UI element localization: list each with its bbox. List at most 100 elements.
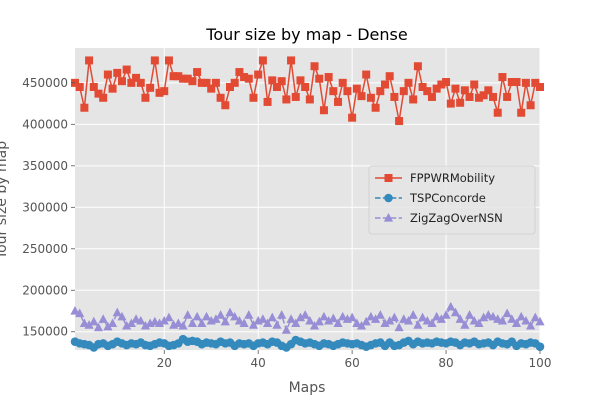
data-point-zigzagovernsn (281, 325, 291, 334)
data-point-tspconcorde (535, 342, 545, 351)
data-point-zigzagovernsn (366, 311, 376, 321)
data-point-zigzagovernsn (385, 315, 395, 325)
data-point-fppwrmobility (301, 82, 310, 91)
data-point-fppwrmobility (99, 93, 108, 102)
data-point-zigzagovernsn (164, 312, 174, 322)
data-point-fppwrmobility (117, 77, 126, 86)
x-axis-ticks: 20 40 60 80 100 (157, 350, 551, 370)
data-point-fppwrmobility (531, 78, 540, 87)
data-point-fppwrmobility (315, 74, 324, 83)
data-point-fppwrmobility (146, 83, 155, 92)
series-line-fppwrmobility (74, 60, 541, 122)
data-point-fppwrmobility (235, 68, 244, 77)
data-point-zigzagovernsn (286, 314, 296, 323)
data-point-zigzagovernsn (136, 315, 146, 325)
legend-entry-zigzagovernsn: ZigZagOverNSN (375, 211, 503, 225)
data-point-zigzagovernsn (413, 320, 423, 329)
data-point-fppwrmobility (287, 56, 296, 65)
data-point-fppwrmobility (94, 89, 103, 98)
data-point-zigzagovernsn (122, 320, 132, 330)
data-point-zigzagovernsn (183, 310, 193, 319)
data-point-fppwrmobility (409, 95, 418, 104)
data-point-fppwrmobility (489, 92, 498, 101)
data-point-zigzagovernsn (305, 315, 315, 325)
data-point-fppwrmobility (498, 73, 507, 82)
y-tick-label: 200000 (22, 283, 68, 297)
data-point-fppwrmobility (164, 56, 173, 65)
data-point-zigzagovernsn (436, 314, 446, 323)
data-point-zigzagovernsn (107, 318, 118, 328)
data-point-zigzagovernsn (450, 307, 461, 317)
data-point-zigzagovernsn (511, 318, 522, 328)
data-point-fppwrmobility (507, 78, 516, 87)
data-point-fppwrmobility (371, 103, 380, 112)
data-point-fppwrmobility (343, 87, 352, 96)
data-point-zigzagovernsn (375, 310, 385, 319)
data-point-zigzagovernsn (352, 318, 362, 328)
y-tick-label: 350000 (22, 159, 68, 173)
data-point-fppwrmobility (207, 84, 216, 93)
series-zigzagovernsn (70, 301, 545, 334)
data-point-fppwrmobility (136, 78, 145, 87)
x-tick-label: 40 (251, 356, 266, 370)
data-point-fppwrmobility (310, 62, 319, 71)
data-point-fppwrmobility (268, 76, 277, 85)
data-point-zigzagovernsn (258, 314, 268, 323)
data-point-zigzagovernsn (408, 310, 418, 319)
data-point-zigzagovernsn (361, 316, 371, 326)
data-point-fppwrmobility (390, 92, 399, 101)
data-point-fppwrmobility (193, 68, 202, 77)
legend-label: TSPConcorde (409, 191, 486, 205)
data-point-zigzagovernsn (333, 318, 343, 328)
data-point-fppwrmobility (202, 78, 211, 87)
data-point-zigzagovernsn (460, 320, 470, 329)
data-point-zigzagovernsn (474, 318, 484, 328)
data-point-fppwrmobility (305, 95, 314, 104)
data-point-fppwrmobility (174, 72, 183, 81)
data-point-zigzagovernsn (347, 312, 357, 322)
data-point-fppwrmobility (517, 108, 526, 117)
data-point-zigzagovernsn (140, 320, 151, 330)
data-point-zigzagovernsn (103, 321, 113, 331)
data-point-fppwrmobility (127, 78, 136, 87)
data-point-zigzagovernsn (300, 310, 310, 319)
data-point-zigzagovernsn (432, 311, 442, 321)
data-point-zigzagovernsn (192, 311, 202, 321)
data-point-zigzagovernsn (502, 308, 512, 318)
data-point-fppwrmobility (503, 92, 512, 101)
data-point-fppwrmobility (381, 80, 389, 89)
data-point-fppwrmobility (423, 87, 432, 96)
legend-entries: FPPWRMobility TSPConcorde ZigZagOverNSN (375, 171, 503, 225)
data-point-zigzagovernsn (178, 320, 188, 330)
data-point-zigzagovernsn (516, 311, 526, 321)
data-point-fppwrmobility (188, 77, 197, 86)
data-point-fppwrmobility (108, 84, 117, 93)
data-point-fppwrmobility (399, 87, 408, 96)
data-point-fppwrmobility (240, 73, 249, 82)
legend-entry-fppwrmobility: FPPWRMobility (375, 171, 495, 185)
data-point-zigzagovernsn (309, 320, 320, 330)
data-point-fppwrmobility (376, 87, 385, 96)
data-point-fppwrmobility (179, 74, 188, 83)
data-point-fppwrmobility (75, 82, 84, 91)
data-point-fppwrmobility (272, 82, 281, 91)
data-point-zigzagovernsn (314, 316, 324, 326)
y-tick-label: 150000 (22, 325, 68, 339)
data-point-zigzagovernsn (497, 315, 508, 325)
data-point-fppwrmobility (338, 78, 347, 87)
data-point-fppwrmobility (319, 106, 328, 115)
data-point-zigzagovernsn (507, 314, 517, 323)
data-point-fppwrmobility (362, 70, 371, 79)
data-point-fppwrmobility (211, 78, 220, 87)
data-point-fppwrmobility (291, 92, 300, 101)
legend-label: FPPWRMobility (410, 171, 495, 185)
data-point-zigzagovernsn (488, 311, 498, 321)
data-point-zigzagovernsn (319, 311, 329, 321)
legend-box (368, 165, 536, 235)
data-point-zigzagovernsn (394, 322, 404, 332)
data-point-fppwrmobility (258, 56, 267, 65)
data-point-zigzagovernsn (93, 322, 104, 332)
data-point-zigzagovernsn (201, 311, 212, 321)
data-point-fppwrmobility (80, 103, 89, 112)
